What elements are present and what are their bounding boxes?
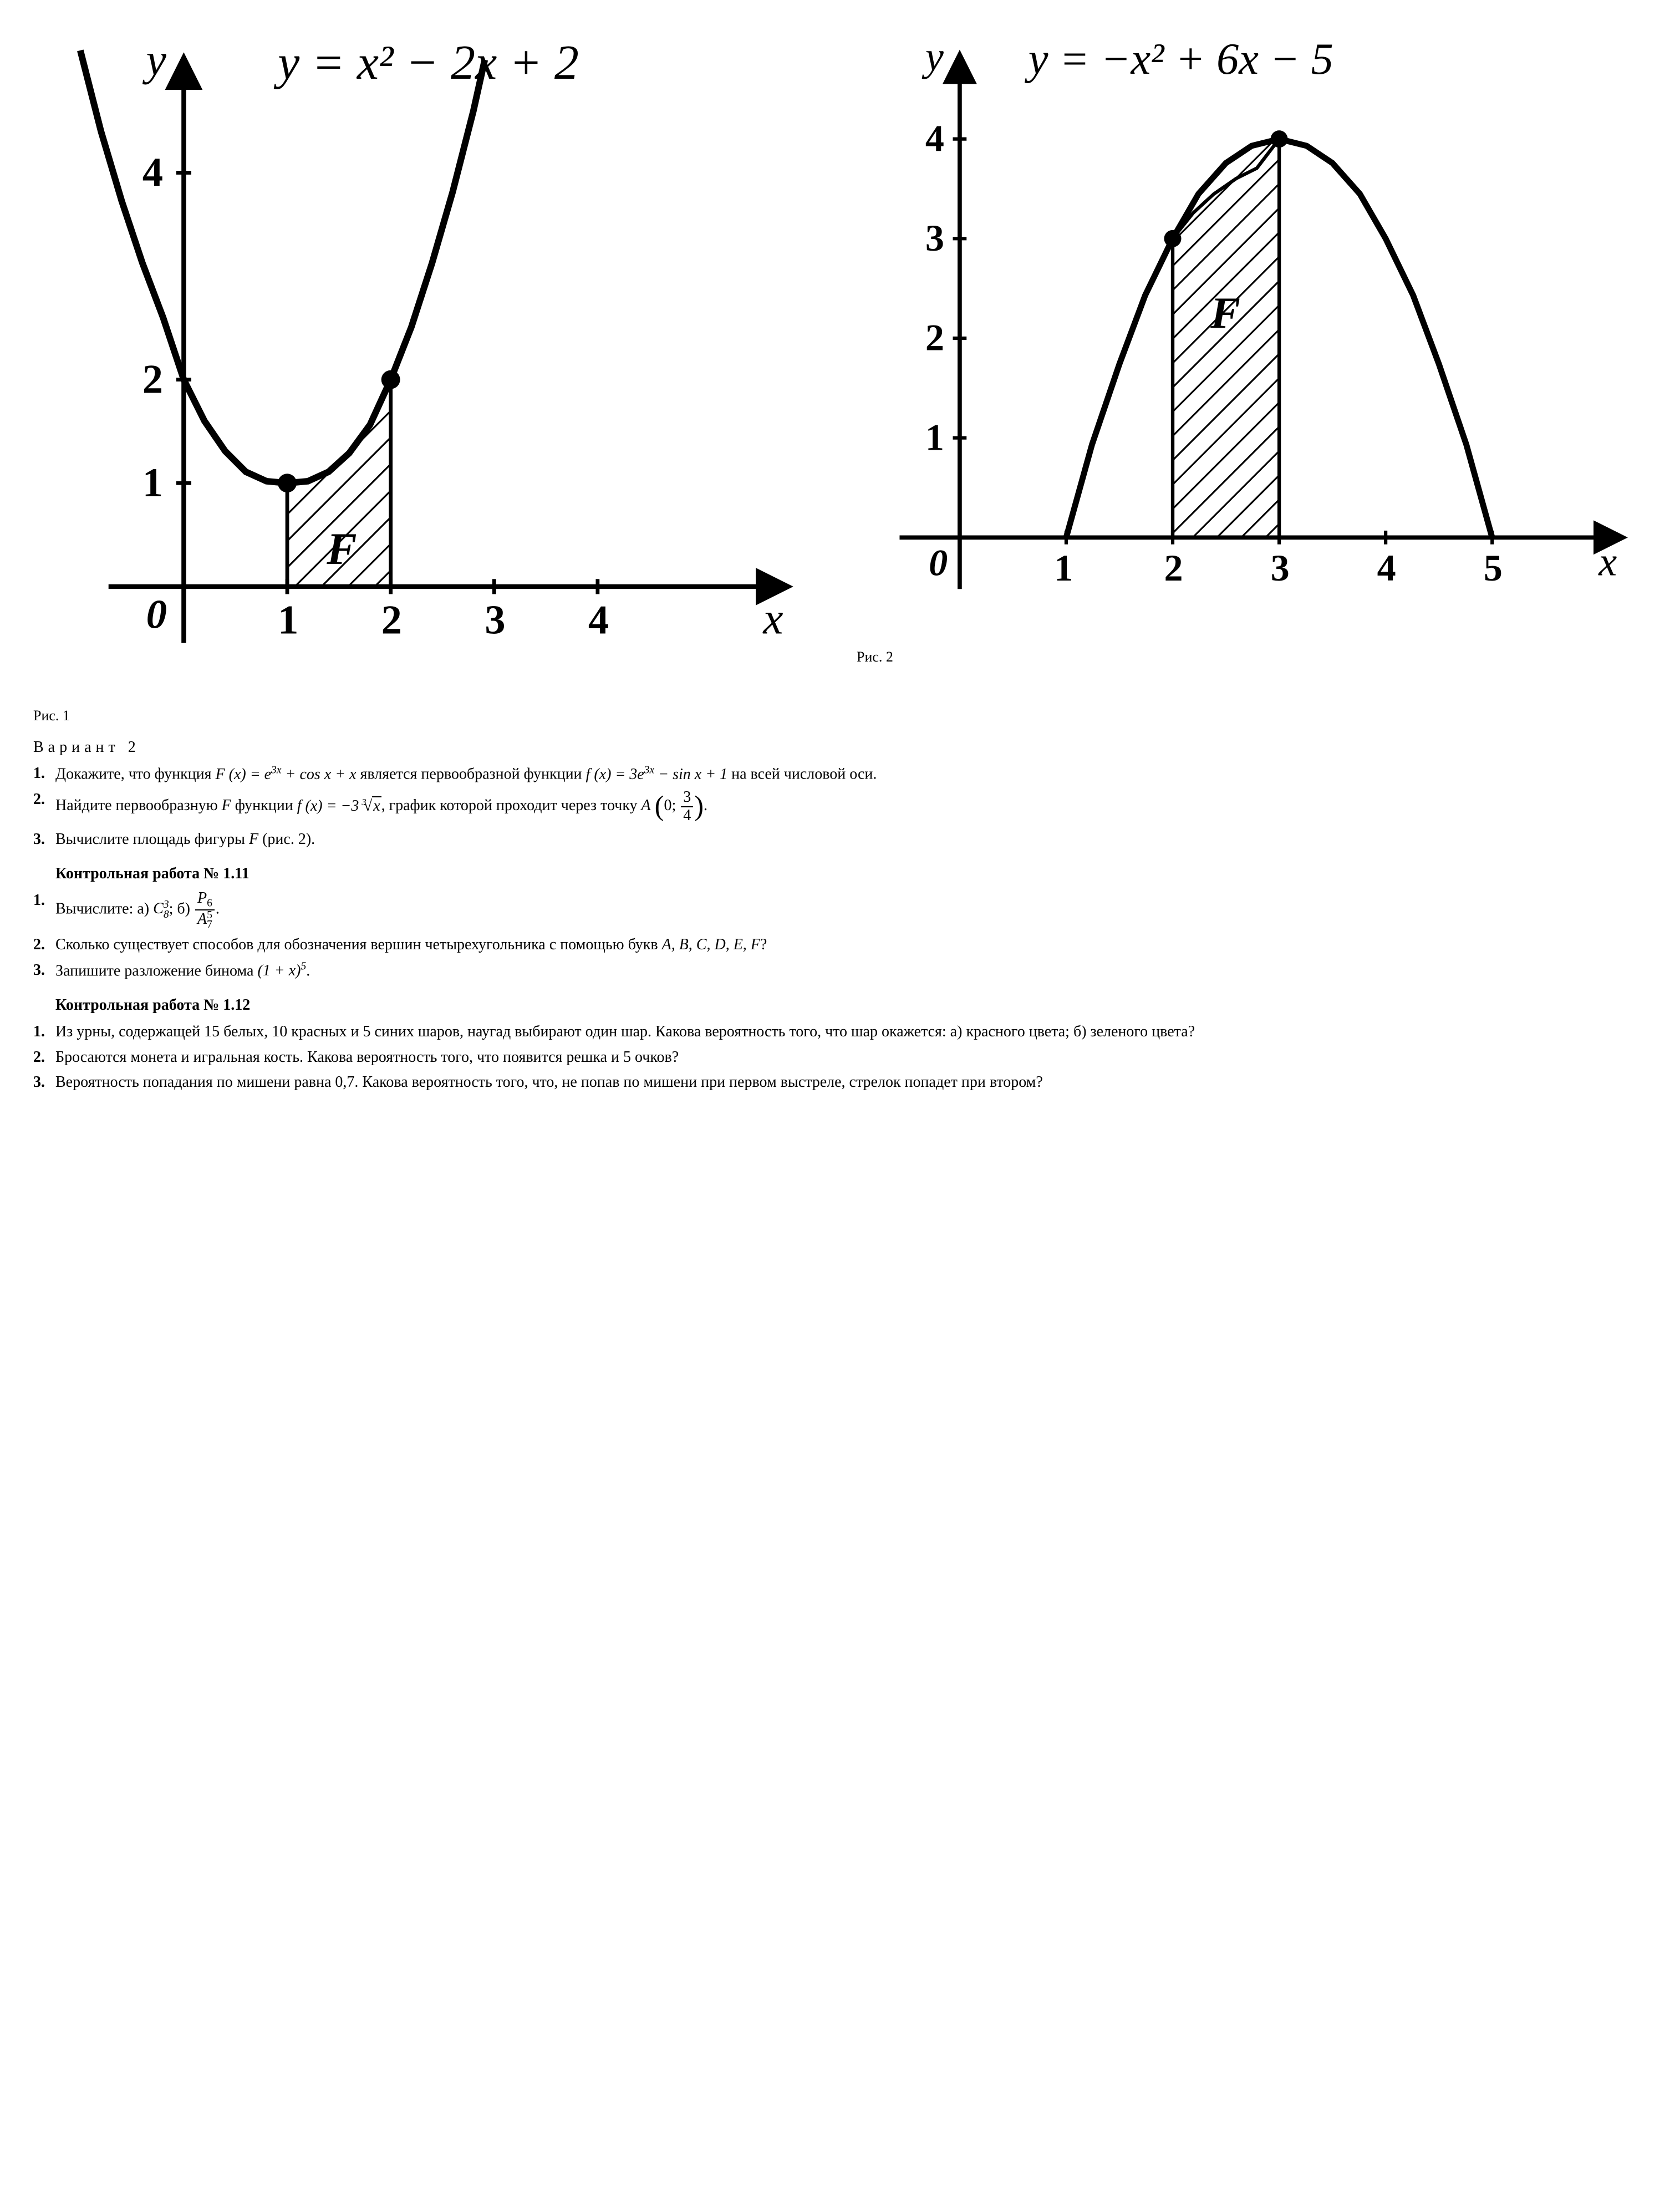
svg-text:3: 3 bbox=[925, 217, 944, 259]
text: Сколько существует способов для обозначе… bbox=[55, 936, 662, 953]
text: Докажите, что функция bbox=[55, 766, 216, 783]
svg-text:1: 1 bbox=[278, 597, 298, 643]
svg-text:5: 5 bbox=[1484, 547, 1503, 589]
kw111-problem-3: 3. Запишите разложение бинома (1 + x)5. bbox=[33, 960, 1647, 981]
text: Вычислите площадь фигуры bbox=[55, 831, 249, 848]
svg-text:1: 1 bbox=[925, 416, 944, 458]
problem-body: Запишите разложение бинома (1 + x)5. bbox=[55, 960, 1647, 981]
variant-2-problems: 1. Докажите, что функция F (x) = e3x + c… bbox=[33, 763, 1647, 850]
region-label-F2: F bbox=[1210, 288, 1240, 338]
math-A: A bbox=[642, 797, 651, 815]
svg-text:2: 2 bbox=[142, 356, 163, 402]
text: ? bbox=[760, 936, 767, 953]
problem-number: 1. bbox=[33, 1021, 55, 1042]
figure-2-equation: y = −x² + 6x − 5 bbox=[1025, 34, 1333, 84]
math-F: F bbox=[249, 831, 258, 848]
problem-body: Из урны, содержащей 15 белых, 10 красных… bbox=[55, 1021, 1647, 1042]
text: Вычислите: а) bbox=[55, 900, 153, 917]
problem-number: 3. bbox=[33, 960, 55, 981]
text: функции bbox=[231, 797, 297, 815]
variant2-problem-2: 2. Найдите первообразную F функции f (x)… bbox=[33, 789, 1647, 825]
text: . bbox=[704, 797, 707, 815]
axis-x-label: x bbox=[762, 593, 783, 644]
figures-row: 0 1 2 3 4 1 2 4 y x F y = x² − 2x + 2 Ри… bbox=[33, 22, 1647, 726]
problem-number: 3. bbox=[33, 829, 55, 850]
axis-y-label-2: y bbox=[922, 34, 944, 80]
problem-number: 1. bbox=[33, 890, 55, 930]
svg-text:0: 0 bbox=[929, 541, 948, 583]
problem-body: Сколько существует способов для обозначе… bbox=[55, 934, 1647, 955]
figure-2-svg: 0 1 2 3 4 5 1 2 3 4 y x F y = −x² + 6x −… bbox=[857, 22, 1647, 640]
text: . bbox=[306, 962, 310, 979]
svg-text:4: 4 bbox=[925, 117, 944, 159]
text: Запишите разложение бинома bbox=[55, 962, 257, 979]
figure-1-caption: Рис. 1 bbox=[33, 706, 823, 725]
math-F: F bbox=[222, 797, 231, 815]
problem-number: 1. bbox=[33, 763, 55, 785]
kw111-problem-2: 2. Сколько существует способов для обозн… bbox=[33, 934, 1647, 955]
figure-2-caption: Рис. 2 bbox=[857, 647, 1647, 666]
problem-body: Бросаются монета и игральная кость. Како… bbox=[55, 1047, 1647, 1068]
zero: 0 bbox=[664, 797, 671, 815]
math-expr: f (x) = −33√x bbox=[297, 797, 381, 815]
math-C: C38 bbox=[153, 900, 169, 917]
text: . bbox=[216, 900, 220, 917]
problem-number: 2. bbox=[33, 934, 55, 955]
svg-text:2: 2 bbox=[1164, 547, 1183, 589]
text: ; б) bbox=[169, 900, 194, 917]
kw112-problems: 1. Из урны, содержащей 15 белых, 10 крас… bbox=[33, 1021, 1647, 1093]
math-expr: f (x) = 3e3x − sin x + 1 bbox=[586, 766, 728, 783]
variant-title: Вариант 2 bbox=[33, 737, 1647, 758]
figure-2: 0 1 2 3 4 5 1 2 3 4 y x F y = −x² + 6x −… bbox=[857, 22, 1647, 726]
svg-text:4: 4 bbox=[1377, 547, 1396, 589]
figure-1-equation: y = x² − 2x + 2 bbox=[273, 35, 579, 90]
section-title-1-11: Контрольная работа № 1.11 bbox=[55, 863, 1647, 884]
math-binom: (1 + x)5 bbox=[257, 962, 306, 979]
svg-text:4: 4 bbox=[588, 597, 609, 643]
problem-body: Докажите, что функция F (x) = e3x + cos … bbox=[55, 763, 1647, 785]
figure-1: 0 1 2 3 4 1 2 4 y x F y = x² − 2x + 2 Ри… bbox=[33, 22, 823, 726]
variant2-problem-3: 3. Вычислите площадь фигуры F (рис. 2). bbox=[33, 829, 1647, 850]
problem-body: Вычислите площадь фигуры F (рис. 2). bbox=[55, 829, 1647, 850]
axis-x-label-2: x bbox=[1598, 539, 1617, 584]
text: (рис. 2). bbox=[258, 831, 315, 848]
kw111-problem-1: 1. Вычислите: а) C38; б) P6A57. bbox=[33, 890, 1647, 930]
fraction: P6A57 bbox=[195, 890, 215, 930]
axis-y-label: y bbox=[142, 34, 167, 85]
kw111-problems: 1. Вычислите: а) C38; б) P6A57. 2. Сколь… bbox=[33, 890, 1647, 981]
text: на всей числовой оси. bbox=[731, 766, 877, 783]
text: Найдите первообразную bbox=[55, 797, 222, 815]
region-label-F1: F bbox=[326, 523, 357, 574]
svg-text:1: 1 bbox=[142, 460, 163, 506]
math-expr: F (x) = e3x + cos x + x bbox=[216, 766, 357, 783]
problem-number: 3. bbox=[33, 1072, 55, 1093]
problem-body: Найдите первообразную F функции f (x) = … bbox=[55, 789, 1647, 825]
problem-body: Вероятность попадания по мишени равна 0,… bbox=[55, 1072, 1647, 1093]
svg-text:3: 3 bbox=[485, 597, 505, 643]
math-letters: A, B, C, D, E, F bbox=[662, 936, 760, 953]
svg-text:0: 0 bbox=[146, 591, 167, 637]
svg-text:1: 1 bbox=[1054, 547, 1073, 589]
svg-text:2: 2 bbox=[381, 597, 402, 643]
text: является первообразной функции bbox=[360, 766, 586, 783]
section-title-1-12: Контрольная работа № 1.12 bbox=[55, 995, 1647, 1016]
problem-number: 2. bbox=[33, 1047, 55, 1068]
svg-text:4: 4 bbox=[142, 149, 163, 195]
svg-text:3: 3 bbox=[1271, 547, 1290, 589]
problem-body: Вычислите: а) C38; б) P6A57. bbox=[55, 890, 1647, 930]
problem-number: 2. bbox=[33, 789, 55, 825]
kw112-problem-2: 2. Бросаются монета и игральная кость. К… bbox=[33, 1047, 1647, 1068]
text: , график которой проходит через точку bbox=[381, 797, 642, 815]
svg-text:2: 2 bbox=[925, 317, 944, 359]
fraction: 34 bbox=[681, 789, 693, 825]
variant2-problem-1: 1. Докажите, что функция F (x) = e3x + c… bbox=[33, 763, 1647, 785]
figure-1-svg: 0 1 2 3 4 1 2 4 y x F y = x² − 2x + 2 bbox=[33, 22, 823, 699]
kw112-problem-1: 1. Из урны, содержащей 15 белых, 10 крас… bbox=[33, 1021, 1647, 1042]
kw112-problem-3: 3. Вероятность попадания по мишени равна… bbox=[33, 1072, 1647, 1093]
